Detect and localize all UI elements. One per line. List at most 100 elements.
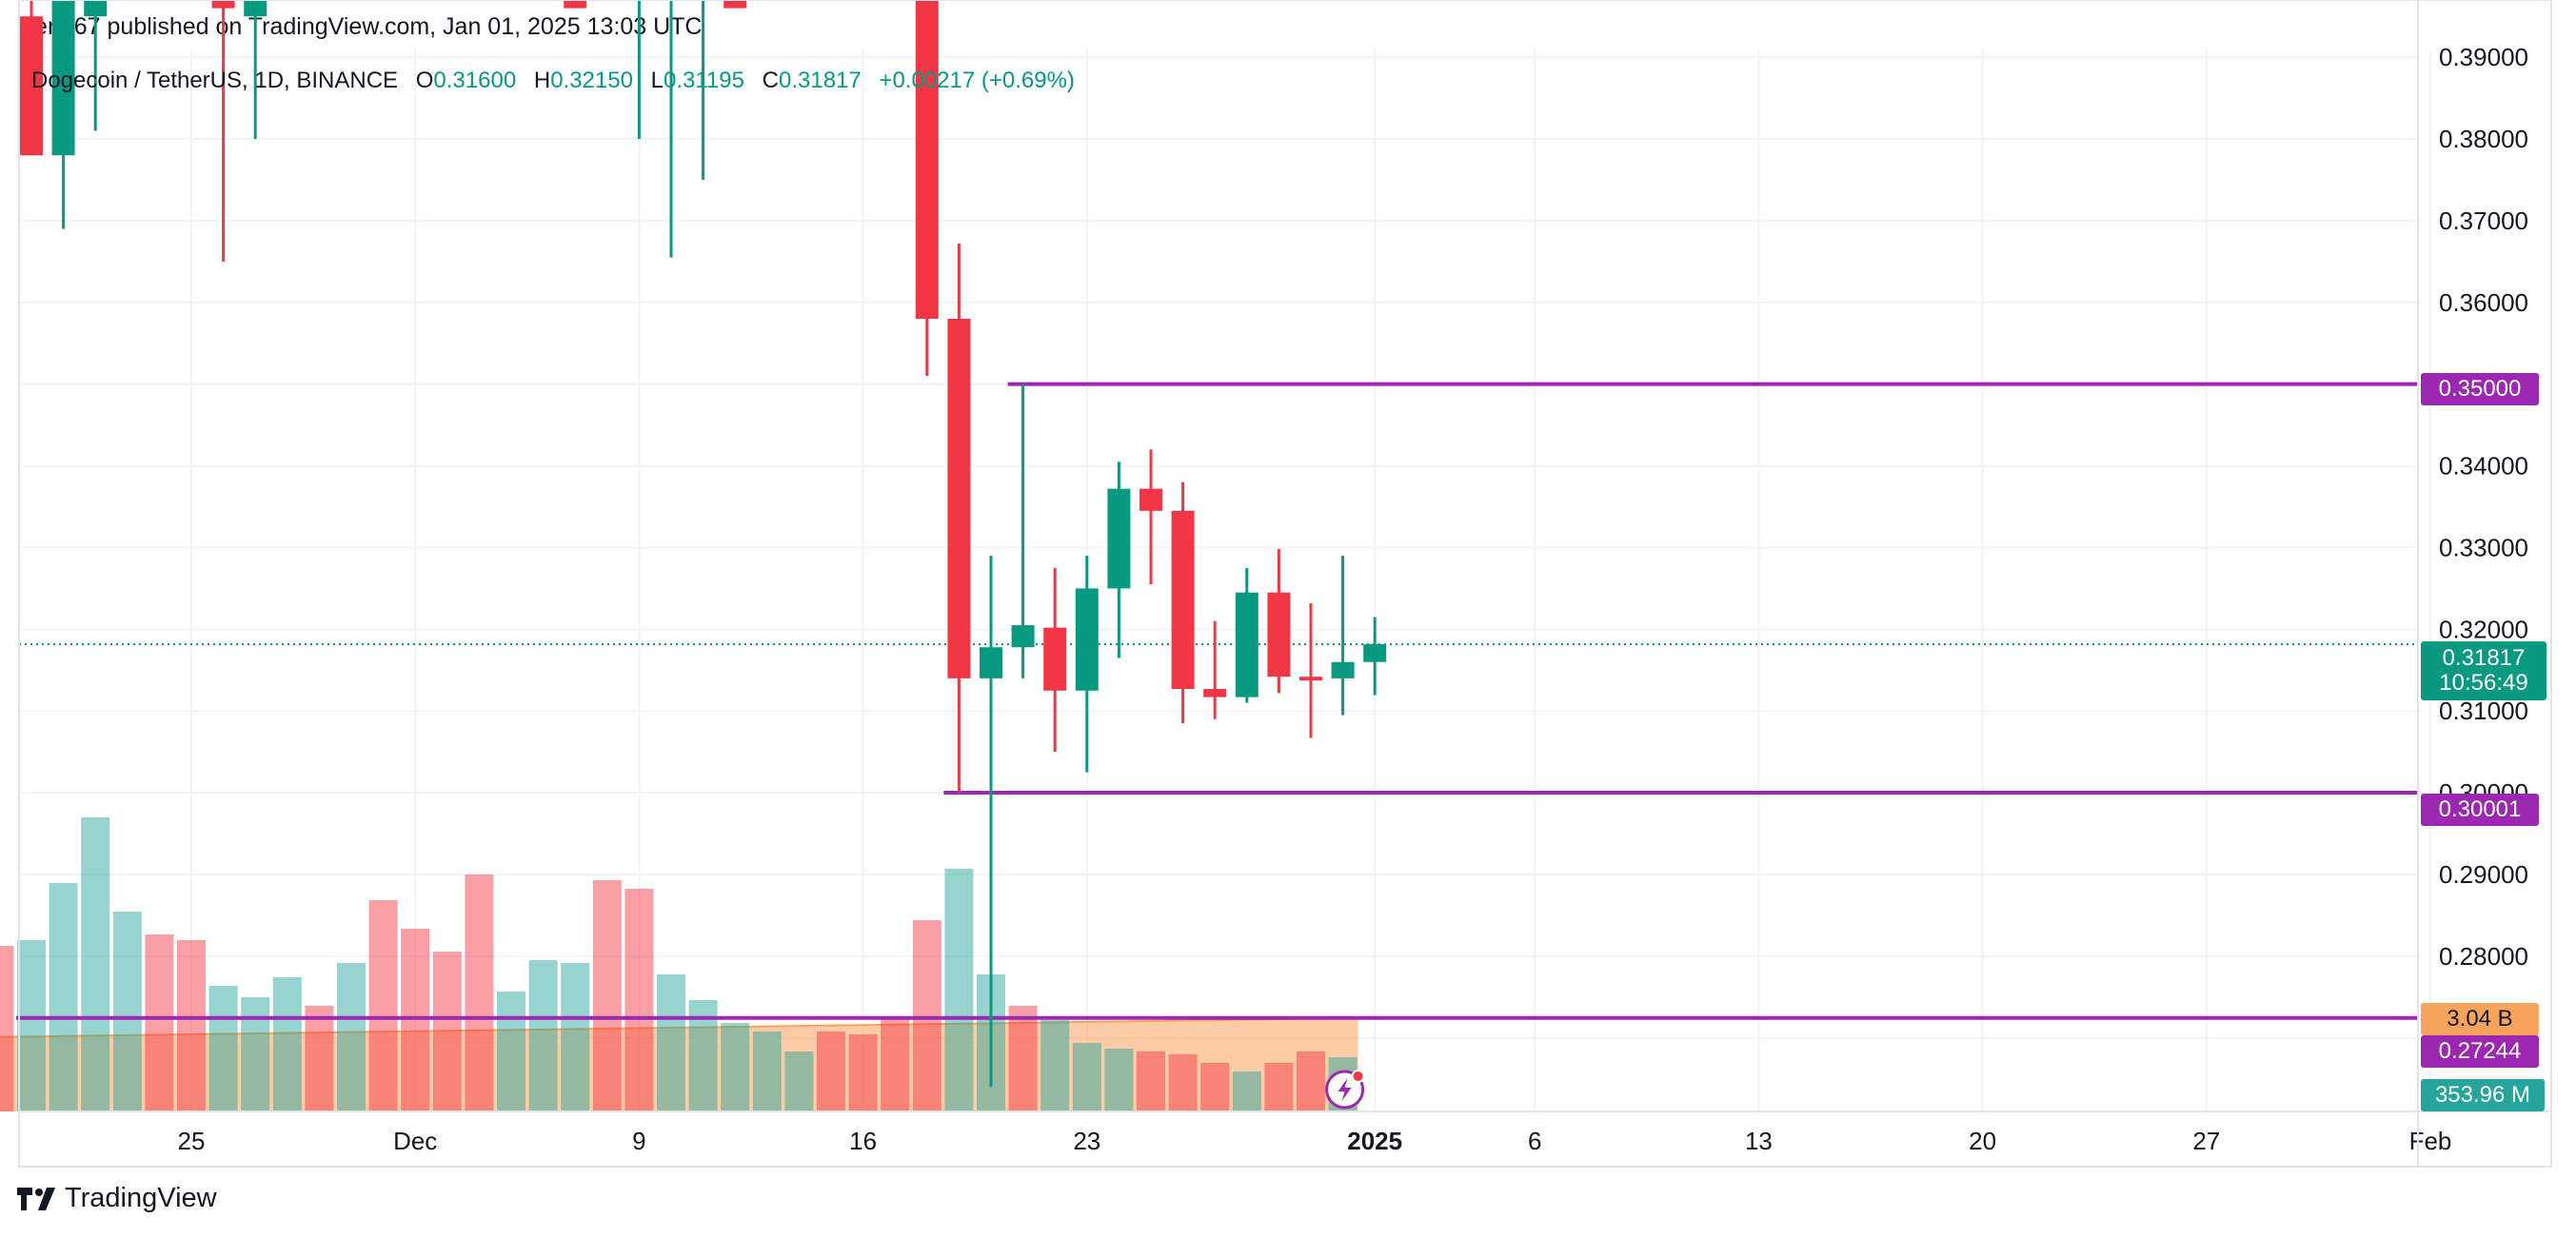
notification-dot xyxy=(1351,1070,1365,1083)
time-tick-label: 16 xyxy=(849,1127,877,1155)
volume-bar xyxy=(592,880,622,1111)
price-tick-label: 0.29000 xyxy=(2439,860,2528,889)
horizontal-levels xyxy=(16,382,2418,1020)
volume-bar xyxy=(528,960,558,1111)
volume-profile-area xyxy=(0,1018,1358,1111)
volume-bars xyxy=(0,817,1357,1111)
volume-bar xyxy=(784,1051,814,1111)
candle-body xyxy=(980,647,1002,678)
price-tick-label: 0.36000 xyxy=(2439,288,2528,317)
high-value: 0.32150 xyxy=(550,68,633,93)
volume-bar xyxy=(1168,1054,1198,1111)
low-key: L xyxy=(650,68,664,93)
time-tick-label: 25 xyxy=(178,1127,206,1155)
volume-profile-line xyxy=(0,1017,1358,1038)
volume-bar xyxy=(721,1023,750,1111)
candle-body xyxy=(1299,677,1322,681)
volume-bar xyxy=(177,940,206,1111)
last-price-tag: 0.31817 10:56:49 xyxy=(2421,641,2546,700)
price-tick-label: 0.28000 xyxy=(2439,942,2528,971)
close-value: 0.31817 xyxy=(778,68,862,93)
price-tick-label: 0.38000 xyxy=(2439,125,2528,153)
volume-tag: 353.96 M xyxy=(2421,1079,2545,1111)
candle-body xyxy=(564,0,587,9)
candle-body xyxy=(51,0,75,156)
candle-body xyxy=(211,0,235,9)
publisher-header: Den767 published on TradingView.com, Jan… xyxy=(17,13,703,40)
time-tick-label: 13 xyxy=(1745,1127,1773,1155)
candle-body xyxy=(20,16,43,156)
time-tick-label: 6 xyxy=(1528,1127,1541,1155)
tradingview-logo-icon xyxy=(17,1187,55,1210)
high-key: H xyxy=(533,68,551,93)
candle-body xyxy=(1235,592,1258,698)
countdown-value: 10:56:49 xyxy=(2439,670,2528,696)
time-tick-label: 20 xyxy=(1969,1127,1996,1155)
candle-body xyxy=(1331,661,1355,678)
volume-bar xyxy=(817,1032,845,1111)
volume-bar xyxy=(1264,1063,1294,1111)
candle-body xyxy=(1075,588,1099,691)
candle-body xyxy=(1011,625,1035,648)
profile-volume-tag: 3.04 B xyxy=(2421,1003,2539,1035)
time-tick-label: 23 xyxy=(1073,1127,1100,1155)
volume-bar xyxy=(657,974,685,1111)
volume-bar xyxy=(1232,1071,1261,1111)
volume-bar xyxy=(305,1006,334,1111)
volume-bar xyxy=(1072,1043,1101,1111)
open-key: O xyxy=(415,68,434,93)
volume-bar xyxy=(1200,1063,1230,1111)
volume-bar xyxy=(848,1034,878,1111)
candle-body xyxy=(947,318,971,678)
symbol-name: Dogecoin / TetherUS, 1D, BINANCE xyxy=(31,68,399,93)
footer: TradingView xyxy=(17,1183,217,1214)
candle-body xyxy=(244,0,268,17)
volume-bar xyxy=(49,883,78,1111)
candle-body xyxy=(1203,689,1227,698)
axes: 0.39000 0.38000 0.37000 0.36000 0.35000 0.340… xyxy=(18,0,2552,1168)
volume-bar xyxy=(1040,1020,1070,1111)
volume-bar xyxy=(432,952,462,1111)
price-tick-label: 0.31000 xyxy=(2439,697,2528,725)
volume-bar xyxy=(0,946,14,1111)
volume-bar xyxy=(1008,1006,1038,1111)
price-tick-label: 0.37000 xyxy=(2439,206,2528,235)
plot-frame xyxy=(18,0,2552,1168)
volume-bar xyxy=(112,912,142,1111)
candle-body xyxy=(1171,510,1195,690)
candle-body xyxy=(1043,627,1067,691)
volume-bar xyxy=(241,997,270,1111)
volume-bar xyxy=(401,929,430,1111)
volume-bar xyxy=(145,934,174,1111)
candle-body xyxy=(1107,488,1131,589)
volume-bar xyxy=(561,963,590,1111)
volume-bar xyxy=(1104,1049,1134,1111)
volume-bar xyxy=(81,817,110,1111)
price-tick-label: 0.39000 xyxy=(2439,43,2528,71)
volume-profile xyxy=(0,1017,1358,1111)
level-tag-high: 0.35000 xyxy=(2421,373,2539,405)
open-value: 0.31600 xyxy=(433,68,517,93)
time-tick-label: 9 xyxy=(632,1127,645,1155)
volume-bar xyxy=(1297,1051,1325,1111)
low-value: 0.31195 xyxy=(663,68,744,93)
time-tick-label: Feb xyxy=(2409,1127,2452,1155)
symbol-legend: Dogecoin / TetherUS, 1D, BINANCE O0.3160… xyxy=(31,68,1075,94)
candle-body xyxy=(1267,592,1291,678)
time-tick-label: Dec xyxy=(393,1127,437,1155)
volume-bar xyxy=(272,977,302,1111)
volume-bar xyxy=(881,1017,910,1111)
candles xyxy=(20,0,1387,1088)
candle-body xyxy=(1363,644,1387,662)
change-value: +0.00217 (+0.69%) xyxy=(879,68,1075,93)
volume-bar xyxy=(752,1032,782,1111)
candle-body xyxy=(723,0,747,9)
volume-bar xyxy=(944,869,974,1111)
volume-bar xyxy=(624,889,654,1111)
volume-bar xyxy=(465,874,494,1111)
volume-bar xyxy=(337,963,366,1111)
volume-bar xyxy=(1137,1051,1165,1111)
price-tick-label: 0.33000 xyxy=(2439,533,2528,561)
